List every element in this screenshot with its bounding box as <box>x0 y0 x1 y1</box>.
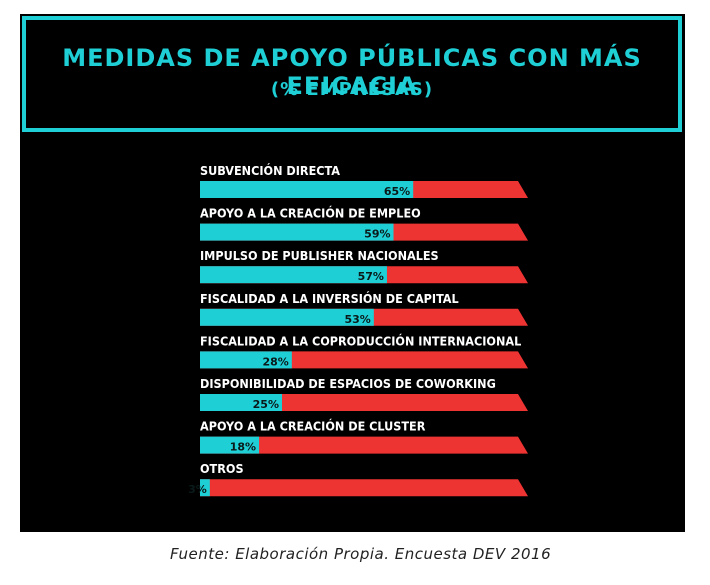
value-label: 65% <box>384 185 410 198</box>
chart-title: MEDIDAS DE APOYO PÚBLICAS CON MÁS EFICAC… <box>62 44 642 100</box>
category-label: FISCALIDAD A LA COPRODUCCIÓN INTERNACION… <box>200 333 521 348</box>
bar <box>200 181 414 198</box>
bar <box>200 223 394 241</box>
category-label: FISCALIDAD A LA INVERSIÓN DE CAPITAL <box>200 291 459 306</box>
bar <box>200 436 260 454</box>
bar <box>200 394 282 411</box>
bar <box>200 266 387 284</box>
chart-subtitle: (% EMPRESAS) <box>270 79 434 100</box>
category-label: APOYO A LA CREACIÓN DE CLUSTER <box>200 419 426 434</box>
bar <box>200 479 210 497</box>
value-label: 57% <box>358 270 384 283</box>
value-label: 25% <box>253 398 279 411</box>
category-label: SUBVENCIÓN DIRECTA <box>200 163 340 178</box>
bar <box>200 308 374 326</box>
bar-remainder <box>200 436 528 454</box>
category-label: DISPONIBILIDAD DE ESPACIOS DE COWORKING <box>200 376 496 391</box>
source-note: Fuente: Elaboración Propia. Encuesta DEV… <box>170 545 552 563</box>
title-box: MEDIDAS DE APOYO PÚBLICAS CON MÁS EFICAC… <box>22 16 682 132</box>
category-label: OTROS <box>200 461 244 476</box>
value-label: 3% <box>188 483 207 496</box>
value-label: 59% <box>364 228 390 241</box>
bar-remainder <box>200 479 528 497</box>
value-label: 18% <box>230 441 256 454</box>
category-label: APOYO A LA CREACIÓN DE EMPLEO <box>200 206 421 221</box>
bar <box>200 351 292 369</box>
category-label: IMPULSO DE PUBLISHER NACIONALES <box>200 248 439 263</box>
value-label: 28% <box>262 355 288 368</box>
value-label: 53% <box>344 313 370 326</box>
